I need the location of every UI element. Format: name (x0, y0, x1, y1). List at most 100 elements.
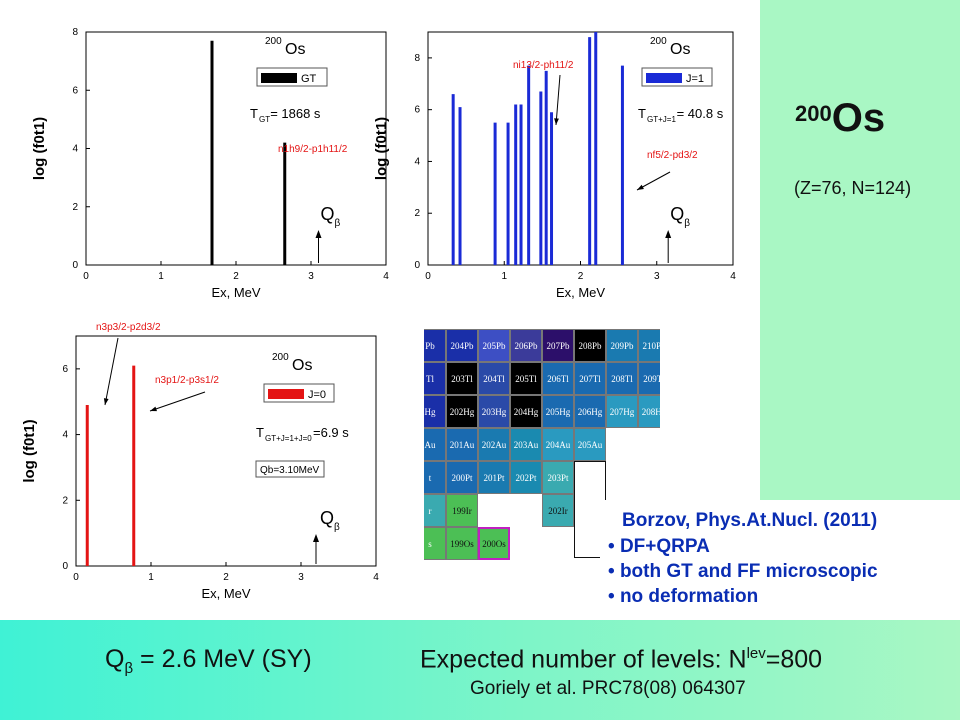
x-tick-label: 3 (298, 572, 304, 583)
qb-box (255, 460, 325, 478)
x-tick-label: 4 (383, 271, 389, 282)
y-tick-label: 6 (414, 105, 420, 116)
nuclide-cell: 199Ir (446, 494, 478, 527)
x-tick-label: 1 (158, 271, 164, 282)
nuclide-cell: 205Pb (478, 329, 510, 362)
annotation-label: n1h9/2-p1h11/2 (278, 144, 348, 155)
halflife-label: T (250, 106, 258, 121)
nuclide-cell: 201Pt (478, 461, 510, 494)
nuclide-cell: 204Au (542, 428, 574, 461)
nuclide-cell: s (424, 527, 446, 560)
y-tick-label: 4 (414, 156, 420, 167)
nuclide-cell: 205Tl (510, 362, 542, 395)
qbeta-arrowhead (313, 534, 319, 542)
nuclide-chart: Pb204Pb205Pb206Pb207Pb208Pb209Pb210PbTl2… (424, 327, 660, 572)
x-tick-label: 1 (148, 572, 154, 583)
qbeta-sub: β (335, 218, 341, 229)
legend-symbol: Os (285, 41, 305, 58)
y-tick-label: 0 (62, 561, 68, 572)
x-tick-label: 0 (73, 572, 79, 583)
halflife-value: = 40.8 s (677, 106, 724, 121)
nuclide-cell: 201Au (446, 428, 478, 461)
nucleus-subtitle: (Z=76, N=124) (794, 178, 912, 198)
nuclide-cell: Au (424, 428, 446, 461)
nucleus-mass: 200 (795, 100, 832, 126)
y-tick-label: 4 (72, 144, 78, 155)
qbeta-sub: β (334, 522, 340, 533)
nuclide-cell: 200Os (478, 527, 510, 560)
reference-title: Borzov, Phys.At.Nucl. (2011) (622, 510, 878, 531)
halflife-sub: GT (259, 115, 270, 124)
x-tick-label: 2 (223, 572, 229, 583)
nuclide-cell: 202Ir (542, 494, 574, 527)
y-axis-label: log (f0t1) (373, 117, 390, 180)
nuclide-cell: 200Pt (446, 461, 478, 494)
nuclide-cell: 203Au (510, 428, 542, 461)
annotation-arrow (555, 74, 561, 126)
annotation-label: nf5/2-pd3/2 (647, 150, 698, 161)
nuclide-cell: 206Tl (542, 362, 574, 395)
nuclide-cell: 203Tl (446, 362, 478, 395)
reference-box: Borzov, Phys.At.Nucl. (2011) • DF+QRPA •… (600, 500, 960, 620)
nuclide-cell: 202Pt (510, 461, 542, 494)
nuclide-cell: 205Hg (542, 395, 574, 428)
y-axis-label: log (f0t1) (21, 419, 38, 482)
x-tick-label: 1 (501, 271, 507, 282)
y-axis-label: log (f0t1) (31, 117, 48, 180)
x-tick-label: 4 (730, 271, 736, 282)
halflife-label: T (638, 106, 646, 121)
nuclide-cell: 203Hg (478, 395, 510, 428)
legend-symbol: Os (292, 357, 312, 374)
j0-chart: 0 1 2 3 4 0 2 4 6 Ex, MeV log (f0t1) 200 Os J=0 T GT+J=… (21, 322, 379, 600)
nuclide-cell: 205Au (574, 428, 606, 461)
nucleus-symbol: Os (831, 96, 886, 140)
x-tick-label: 0 (83, 271, 89, 282)
annotation-arrowhead (150, 406, 157, 412)
y-tick-label: 8 (72, 27, 78, 38)
nucleus-title: 200Os (795, 96, 885, 141)
x-axis-label: Ex, MeV (201, 586, 250, 600)
nuclide-cell: 204Pb (446, 329, 478, 362)
nuclide-cell: 202Hg (446, 395, 478, 428)
nuclide-cell: 206Pb (510, 329, 542, 362)
nuclide-cell: Hg (424, 395, 446, 428)
y-tick-label: 6 (72, 85, 78, 96)
nuclide-cell: 207Hg (606, 395, 638, 428)
nuclide-cell: 209Tl (638, 362, 660, 395)
x-tick-label: 2 (578, 271, 584, 282)
nuclide-cell: Pb (424, 329, 446, 362)
nuclide-cell: 208Hg (638, 395, 660, 428)
halflife-value: = 1868 s (270, 106, 321, 121)
x-tick-label: 3 (654, 271, 660, 282)
y-tick-label: 2 (72, 202, 78, 213)
reference-bullet: • no deformation (608, 586, 759, 607)
qbeta-label: Q (320, 508, 334, 528)
nuclide-cell: 207Tl (574, 362, 606, 395)
legend-symbol: Os (670, 41, 690, 58)
halflife-sub: GT+J=1+J=0 (265, 434, 312, 443)
x-tick-label: 0 (425, 271, 431, 282)
legend-swatch (646, 73, 682, 83)
y-tick-label: 0 (72, 260, 78, 271)
reference-bullet: • DF+QRPA (608, 536, 710, 557)
annotation-arrow (149, 391, 206, 412)
x-tick-label: 3 (308, 271, 314, 282)
nuclide-cell: 206Hg (574, 395, 606, 428)
legend-mass: 200 (272, 352, 289, 363)
y-tick-label: 0 (414, 260, 420, 271)
nuclide-cell: Tl (424, 362, 446, 395)
annotation-label: n3p1/2-p3s1/2 (155, 375, 219, 386)
qbeta-label: Q (321, 204, 335, 224)
y-tick-label: 6 (62, 364, 68, 375)
annotation-arrow (104, 337, 119, 406)
legend-label: J=0 (308, 389, 326, 401)
x-axis-label: Ex, MeV (211, 285, 260, 300)
legend-mass: 200 (650, 36, 667, 47)
y-tick-label: 4 (62, 430, 68, 441)
legend-swatch (261, 73, 297, 83)
qbeta-sub: β (684, 218, 690, 229)
nuclide-cell: 208Tl (606, 362, 638, 395)
plot-frame (427, 31, 734, 266)
nuclide-cell: t (424, 461, 446, 494)
